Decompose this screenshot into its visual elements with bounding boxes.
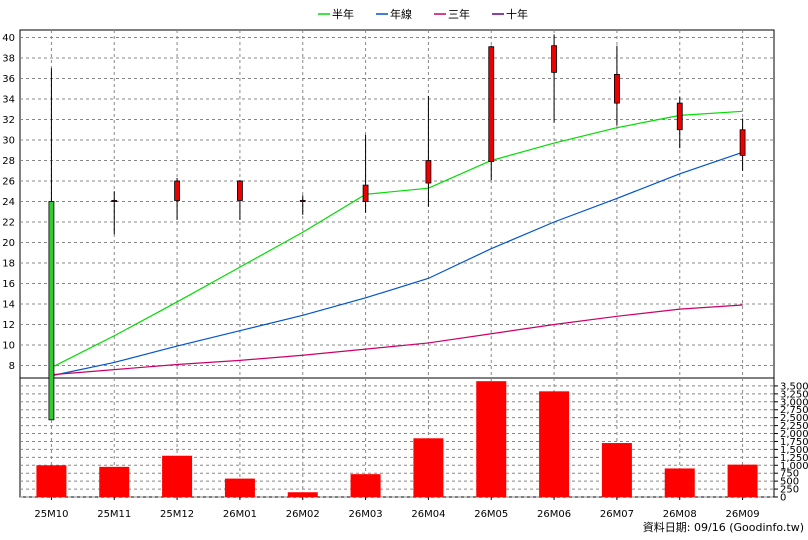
x-tick-label: 26M05 <box>474 509 508 520</box>
candle-body <box>174 180 180 201</box>
x-tick-label: 26M01 <box>223 509 257 520</box>
x-tick-label: 25M12 <box>160 509 194 520</box>
legend-label: 年線 <box>390 7 412 21</box>
price-tick-label: 8 <box>9 361 15 372</box>
moving-average-lines <box>51 110 743 377</box>
candle-body <box>614 74 620 104</box>
volume-tick-label: 3,000 <box>780 397 808 408</box>
x-tick-label: 26M09 <box>726 509 760 520</box>
candle-body <box>488 46 495 162</box>
price-tick-label: 12 <box>2 320 15 331</box>
volume-tick-label: 3,500 <box>780 381 808 392</box>
legend: 半年 年線 三年 十年 <box>318 7 528 21</box>
x-tick-label: 26M03 <box>349 509 383 520</box>
volume-tick-label: 0 <box>780 493 786 504</box>
price-tick-label: 16 <box>2 279 15 290</box>
volume-bars <box>36 381 758 497</box>
price-tick-label: 22 <box>2 218 15 229</box>
moving-average-line <box>51 151 743 377</box>
candle-body <box>237 180 243 201</box>
price-tick-label: 40 <box>2 33 15 44</box>
moving-average-line <box>51 110 743 369</box>
x-tick-label: 25M10 <box>34 509 68 520</box>
volume-tick-label: 2,750 <box>780 405 808 416</box>
volume-bar <box>664 468 695 497</box>
price-tick-label: 26 <box>2 177 15 188</box>
legend-label: 三年 <box>448 7 470 21</box>
candle-body <box>551 45 557 73</box>
price-axis: 8 10 12 14 16 18 20 22 24 26 28 30 32 34 36 38 40 <box>2 33 15 372</box>
volume-tick-label: 1,750 <box>780 437 808 448</box>
volume-bar <box>287 492 318 497</box>
volume-bar <box>727 464 758 497</box>
price-tick-label: 20 <box>2 238 15 249</box>
volume-tick-label: 1,250 <box>780 453 808 464</box>
volume-tick-label: 750 <box>780 469 799 480</box>
price-tick-label: 30 <box>2 136 15 147</box>
price-tick-label: 34 <box>2 95 15 106</box>
volume-bar <box>539 391 570 497</box>
price-tick-label: 32 <box>2 115 15 126</box>
legend-label: 半年 <box>332 7 354 21</box>
moving-average-line <box>51 304 743 376</box>
x-tick-label: 26M04 <box>411 509 445 520</box>
volume-plot-frame <box>19 377 775 498</box>
legend-label: 十年 <box>506 7 528 21</box>
x-tick-label: 26M08 <box>663 509 697 520</box>
x-tick-label: 26M02 <box>286 509 320 520</box>
volume-tick-label: 1,500 <box>780 445 808 456</box>
data-source-label: 資料日期: 09/16 (Goodinfo.tw) <box>643 520 804 534</box>
candle-body <box>111 200 118 202</box>
price-tick-label: 36 <box>2 74 15 85</box>
volume-tick-label: 250 <box>780 485 799 496</box>
volume-bar <box>601 443 632 497</box>
price-tick-label: 10 <box>2 341 15 352</box>
price-tick-label: 14 <box>2 300 15 311</box>
volume-tick-label: 2,000 <box>780 429 808 440</box>
candle-body <box>739 129 746 156</box>
candlesticks <box>48 34 746 421</box>
price-tick-label: 38 <box>2 54 15 65</box>
price-tick-label: 18 <box>2 259 15 270</box>
candle-body <box>362 184 369 202</box>
volume-bar <box>350 474 381 497</box>
x-tick-label: 26M06 <box>537 509 571 520</box>
volume-tick-label: 500 <box>780 477 799 488</box>
volume-bar <box>162 455 193 497</box>
price-tick-label: 28 <box>2 156 15 167</box>
volume-bar <box>36 465 67 497</box>
x-tick-label: 26M07 <box>600 509 634 520</box>
volume-bar <box>413 438 444 497</box>
volume-axis: 02505007501,0001,2501,5001,7502,0002,250… <box>774 381 808 504</box>
volume-bar <box>476 381 507 497</box>
candle-body <box>425 160 432 184</box>
price-tick-label: 24 <box>2 197 15 208</box>
volume-bar <box>99 466 130 497</box>
candle-body <box>676 102 683 131</box>
candle-body <box>299 200 306 202</box>
volume-tick-label: 2,250 <box>780 421 808 432</box>
candle-body <box>48 201 55 421</box>
x-axis: 25M10 25M11 25M12 26M01 26M02 26M03 26M04 26M05… <box>34 497 760 520</box>
volume-tick-label: 3,250 <box>780 389 808 400</box>
volume-bar <box>224 478 255 497</box>
volume-tick-label: 2,500 <box>780 413 808 424</box>
volume-tick-label: 1,000 <box>780 461 808 472</box>
price-plot-frame <box>19 29 775 379</box>
x-tick-label: 25M11 <box>97 509 131 520</box>
